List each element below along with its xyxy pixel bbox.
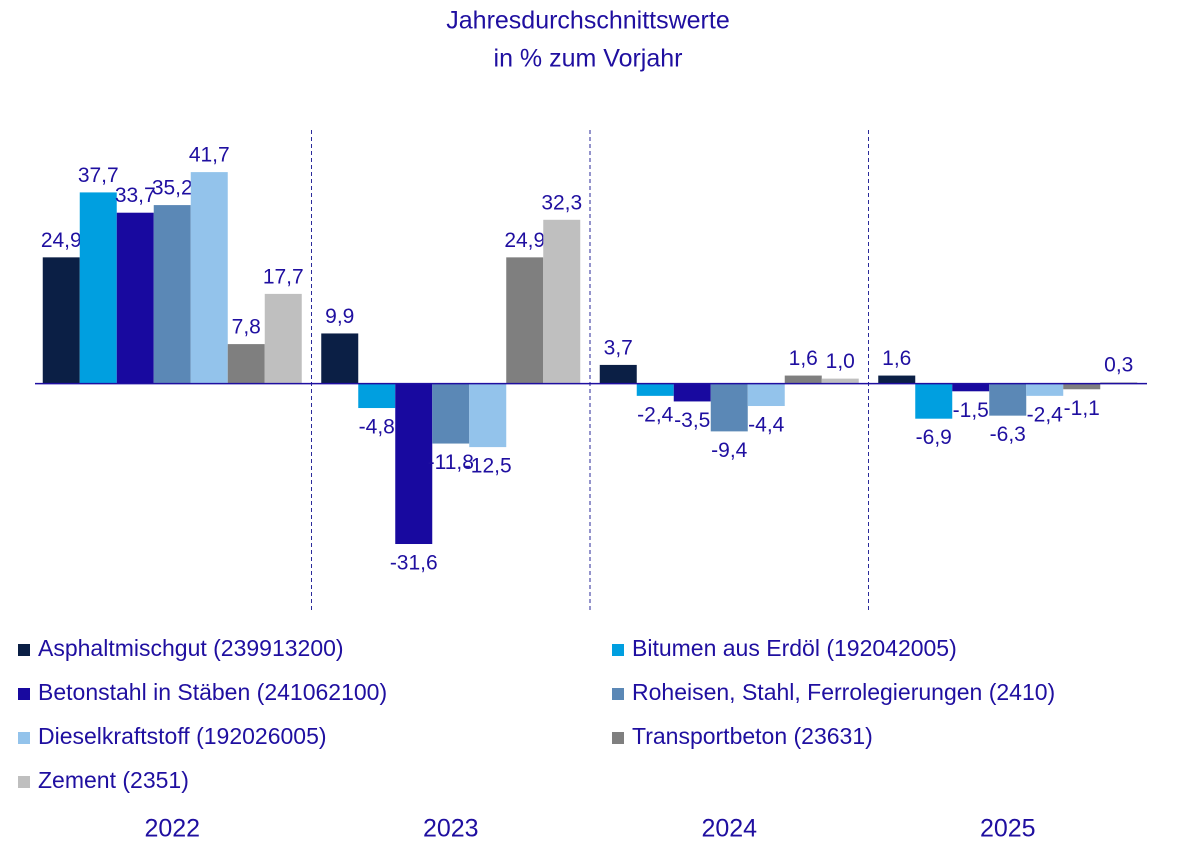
- bar: [469, 383, 507, 448]
- legend-label: Zement (2351): [38, 767, 189, 793]
- legend-swatch: [18, 776, 30, 788]
- bar: [358, 383, 396, 409]
- bar: [710, 383, 748, 432]
- value-label: -11,8: [428, 451, 474, 474]
- value-label: -6,9: [916, 426, 952, 449]
- value-label: -31,6: [390, 552, 438, 575]
- value-label: 7,8: [232, 316, 261, 339]
- bar: [878, 375, 916, 384]
- value-label: 41,7: [189, 144, 230, 167]
- legend-label: Dieselkraftstoff (192026005): [38, 723, 327, 749]
- legend-swatch: [18, 644, 30, 656]
- value-label: -3,5: [674, 409, 710, 432]
- bar: [264, 293, 302, 384]
- value-label: 17,7: [263, 265, 304, 288]
- legend-label: Roheisen, Stahl, Ferrolegierungen (2410): [632, 679, 1055, 705]
- value-label: -4,4: [748, 414, 785, 437]
- bar: [952, 383, 990, 392]
- bar: [321, 333, 359, 384]
- value-label: 35,2: [152, 177, 193, 200]
- bar: [1026, 383, 1064, 396]
- value-label: 33,7: [115, 184, 156, 207]
- value-label: 32,3: [541, 191, 582, 214]
- bar: [636, 383, 674, 396]
- bar: [153, 205, 191, 384]
- value-label: 1,6: [789, 347, 818, 370]
- bar: [747, 383, 785, 407]
- bar: [190, 172, 228, 384]
- bar: [432, 383, 470, 444]
- legend-swatch: [612, 732, 624, 744]
- legend-swatch: [18, 732, 30, 744]
- value-label: -1,5: [953, 399, 989, 422]
- value-label: 37,7: [78, 164, 119, 187]
- x-tick-label: 2025: [980, 815, 1036, 843]
- value-label: 1,6: [882, 347, 911, 370]
- bar: [79, 192, 117, 384]
- value-label: -1,1: [1064, 397, 1100, 420]
- legend-swatch: [612, 644, 624, 656]
- value-label: -4,8: [359, 416, 395, 439]
- legend-swatch: [18, 688, 30, 700]
- legend-label: Betonstahl in Stäben (241062100): [38, 679, 387, 705]
- value-label: 24,9: [504, 229, 545, 252]
- x-tick-label: 2022: [144, 815, 200, 843]
- value-label: 0,3: [1104, 354, 1133, 377]
- bar: [821, 378, 859, 384]
- bar: [915, 383, 953, 419]
- bar: [1100, 382, 1138, 384]
- legend-label: Bitumen aus Erdöl (192042005): [632, 635, 957, 661]
- value-label: 3,7: [604, 336, 633, 359]
- bar: [395, 383, 433, 545]
- bar: [784, 375, 822, 384]
- legend-label: Transportbeton (23631): [632, 723, 873, 749]
- chart-title: Jahresdurchschnittswerte: [446, 7, 729, 35]
- x-tick-label: 2024: [701, 815, 757, 843]
- value-label: -2,4: [1027, 403, 1064, 426]
- bar: [543, 219, 581, 384]
- value-label: 1,0: [826, 350, 855, 373]
- legend-label: Asphaltmischgut (239913200): [38, 635, 344, 661]
- value-label: -6,3: [990, 423, 1026, 446]
- bar: [506, 257, 544, 384]
- bar: [42, 257, 80, 384]
- bar: [227, 344, 265, 384]
- chart-subtitle: in % zum Vorjahr: [494, 45, 683, 73]
- x-tick-label: 2023: [423, 815, 479, 843]
- value-label: -12,5: [464, 455, 512, 478]
- bar: [1063, 383, 1101, 390]
- value-label: 24,9: [41, 229, 82, 252]
- value-label: -2,4: [637, 403, 674, 426]
- legend-swatch: [612, 688, 624, 700]
- bar: [599, 364, 637, 384]
- bar: [116, 212, 154, 384]
- value-label: 9,9: [325, 305, 354, 328]
- bar: [673, 383, 711, 402]
- bar: [989, 383, 1027, 416]
- value-label: -9,4: [711, 439, 748, 462]
